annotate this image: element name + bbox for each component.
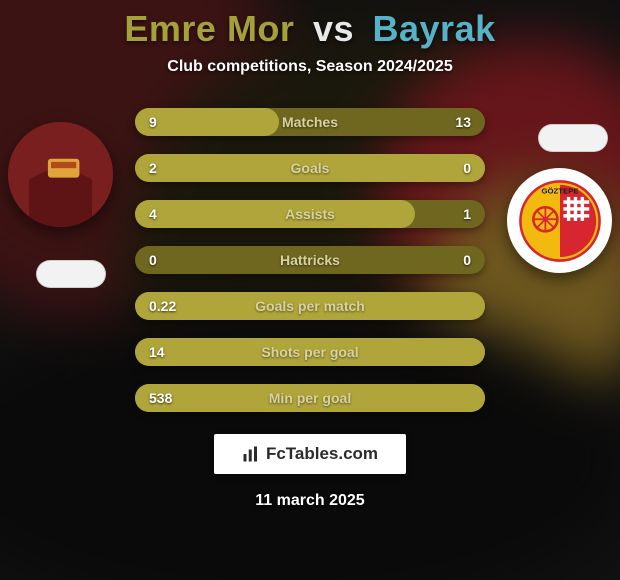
avatar-player2: GÖZTEPE	[507, 168, 612, 273]
svg-text:GÖZTEPE: GÖZTEPE	[541, 186, 578, 195]
stat-value-right: 13	[455, 114, 471, 130]
stat-value-right: 1	[463, 206, 471, 222]
stat-row: 0Hattricks0	[135, 246, 485, 274]
date-text: 11 march 2025	[255, 492, 364, 510]
stat-row: 14Shots per goal	[135, 338, 485, 366]
stat-label: Shots per goal	[135, 344, 485, 360]
stat-value-right: 0	[463, 160, 471, 176]
title-player2: Bayrak	[373, 8, 496, 49]
stat-row: 4Assists1	[135, 200, 485, 228]
content: Emre Mor vs Bayrak Club competitions, Se…	[0, 0, 620, 580]
stat-label: Goals	[135, 160, 485, 176]
stat-row: 2Goals0	[135, 154, 485, 182]
stat-label: Hattricks	[135, 252, 485, 268]
flag-player1	[36, 260, 106, 288]
comparison-card: Emre Mor vs Bayrak Club competitions, Se…	[0, 0, 620, 580]
flag-player2	[538, 124, 608, 152]
stat-row: 9Matches13	[135, 108, 485, 136]
title-player1: Emre Mor	[124, 8, 294, 49]
title-vs: vs	[313, 8, 354, 49]
stat-row: 0.22Goals per match	[135, 292, 485, 320]
stat-label: Min per goal	[135, 390, 485, 406]
stat-label: Assists	[135, 206, 485, 222]
stats-list: 9Matches132Goals04Assists10Hattricks00.2…	[135, 108, 485, 412]
subtitle: Club competitions, Season 2024/2025	[167, 58, 452, 76]
page-title: Emre Mor vs Bayrak	[124, 8, 495, 50]
bars-icon	[242, 445, 260, 463]
avatar-player1	[8, 122, 113, 227]
stat-value-right: 0	[463, 252, 471, 268]
stat-label: Goals per match	[135, 298, 485, 314]
stat-label: Matches	[135, 114, 485, 130]
brand-text: FcTables.com	[266, 444, 378, 464]
stat-row: 538Min per goal	[135, 384, 485, 412]
brand-badge: FcTables.com	[214, 434, 406, 474]
